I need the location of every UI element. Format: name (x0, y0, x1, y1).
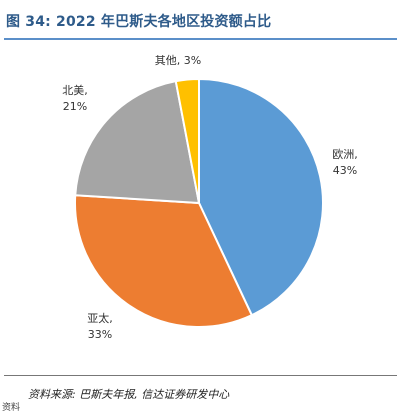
slice-label-1: 亚太, (87, 312, 113, 325)
title-bar: 图 34: 2022 年巴斯夫各地区投资额占比 (4, 8, 397, 40)
chart-title: 图 34: 2022 年巴斯夫各地区投资额占比 (6, 14, 272, 30)
slice-pct-2: 21% (63, 100, 87, 113)
source-bar: 资料来源: 巴斯夫年报, 信达证券研发中心 (4, 375, 397, 406)
slice-label-0: 欧洲, (332, 148, 358, 161)
slice-pct-1: 33% (88, 328, 112, 341)
corner-mark: 资料 (2, 403, 21, 413)
slice-label-3: 其他, 3% (155, 54, 201, 67)
pie-slice-0 (198, 77, 324, 317)
pie-slice-3 (174, 77, 200, 204)
pie-slice-1 (74, 194, 254, 328)
source-note: 资料来源: 巴斯夫年报, 信达证券研发中心 (28, 388, 230, 401)
slice-label-2: 北美, (62, 84, 88, 97)
pie-chart: 欧洲, 43% 亚太, 33% 北美, 21% 其他, 3% (62, 54, 358, 341)
slice-pct-0: 43% (333, 164, 357, 177)
pie-slice-2 (74, 80, 201, 205)
